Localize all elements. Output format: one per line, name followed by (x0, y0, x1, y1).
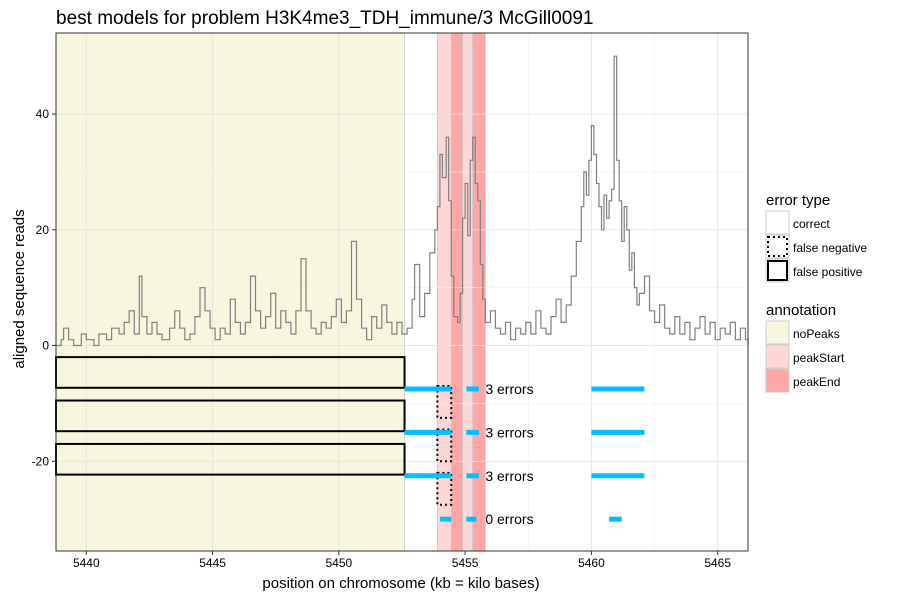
x-tick-label-2: 5450 (326, 556, 353, 570)
legend-label-nopeaks: noPeaks (793, 327, 840, 341)
legend-key-false-positive-outline (767, 260, 788, 281)
legend-key-peakend (765, 368, 790, 393)
legend-error-title: error type (766, 192, 830, 209)
x-axis-label: position on chromosome (kb = kilo bases) (262, 575, 539, 592)
model-error-label-1: 3 errors (485, 424, 533, 440)
legend: error type correct false negative false … (765, 192, 867, 393)
legend-label-peakend: peakEnd (793, 375, 840, 389)
coverage-line (56, 55, 749, 347)
y-tick-label-2: 0 (42, 339, 49, 353)
legend-label-correct: correct (793, 217, 830, 231)
legend-label-false-positive: false positive (793, 265, 863, 279)
false-negative-box-2 (436, 471, 453, 506)
annotation-region-nopeaks-0 (55, 32, 405, 552)
x-tick-label-4: 5460 (578, 556, 605, 570)
y-axis-label: aligned sequence reads (11, 209, 28, 368)
model-error-label-2: 3 errors (485, 468, 533, 484)
legend-key-nopeaks (765, 320, 790, 345)
legend-key-peakstart (765, 344, 790, 369)
x-tick-label-3: 5455 (452, 556, 479, 570)
chart-title: best models for problem H3K4me3_TDH_immu… (56, 8, 594, 29)
legend-key-false-negative-outline (767, 236, 788, 257)
x-tick-label-5: 5465 (704, 556, 731, 570)
false-negative-box-1 (436, 428, 453, 463)
model-error-label-3: 0 errors (485, 511, 533, 527)
plot-border (55, 32, 749, 552)
legend-label-peakstart: peakStart (793, 351, 845, 365)
legend-annotation-title: annotation (766, 302, 836, 319)
y-tick-label-0: 40 (36, 107, 50, 121)
y-tick-label-1: 20 (36, 223, 50, 237)
legend-key-false-negative (765, 234, 790, 259)
false-negative-box-0 (436, 385, 453, 419)
annotation-region-peakend-2 (450, 32, 464, 552)
x-tick-label-0: 5440 (73, 556, 100, 570)
legend-label-false-negative: false negative (793, 241, 867, 255)
legend-key-false-positive (765, 258, 790, 283)
y-tick-label-3: -20 (32, 454, 50, 468)
legend-key-correct (765, 210, 790, 235)
model-error-label-0: 3 errors (485, 381, 533, 397)
x-tick-label-1: 5445 (199, 556, 226, 570)
